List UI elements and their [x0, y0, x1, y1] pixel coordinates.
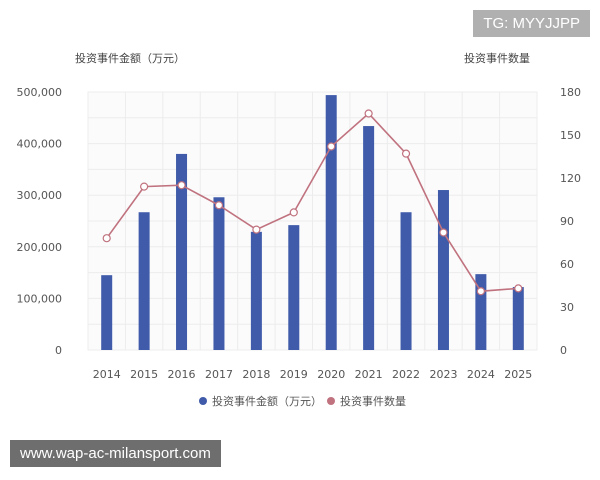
bar-2016 — [176, 153, 188, 350]
right-tick-label: 90 — [560, 215, 574, 228]
bar-2018 — [250, 231, 262, 350]
left-axis-title: 投资事件金额（万元） — [75, 51, 185, 65]
left-tick-label: 200,000 — [17, 241, 63, 254]
line-point-2017 — [214, 201, 224, 210]
line-point-2021 — [364, 109, 373, 118]
x-tick-label: 2017 — [205, 368, 233, 381]
x-tick-label: 2023 — [429, 368, 457, 381]
line-point-2016 — [177, 181, 186, 190]
x-tick-label: 2016 — [168, 368, 196, 381]
legend-line-label: 投资事件数量 — [340, 394, 406, 408]
right-tick-label: 180 — [560, 86, 581, 99]
right-tick-label: 60 — [560, 258, 574, 271]
bar-2022 — [400, 212, 412, 350]
right-tick-label: 150 — [560, 129, 581, 142]
x-tick-label: 2024 — [467, 368, 495, 381]
right-tick-label: 30 — [560, 301, 574, 314]
bar-2020 — [325, 95, 337, 350]
legend-bar-label: 投资事件金额（万元） — [212, 394, 322, 408]
line-point-2023 — [439, 228, 448, 237]
line-point-2019 — [289, 208, 298, 217]
x-tick-label: 2020 — [317, 368, 345, 381]
bar-2015 — [138, 212, 150, 350]
right-axis-title: 投资事件数量 — [464, 51, 530, 65]
line-point-2020 — [327, 142, 336, 151]
bar-2024 — [475, 274, 487, 350]
line-point-2014 — [102, 234, 111, 243]
line-point-2025 — [514, 284, 523, 293]
left-tick-label: 0 — [55, 344, 62, 357]
line-point-2018 — [252, 225, 261, 234]
x-tick-label: 2014 — [93, 368, 121, 381]
x-tick-label: 2015 — [130, 368, 158, 381]
legend-line-marker — [327, 397, 335, 405]
bar-2014 — [101, 275, 113, 350]
x-tick-label: 2022 — [392, 368, 420, 381]
left-tick-label: 400,000 — [17, 138, 63, 151]
right-tick-label: 120 — [560, 172, 581, 185]
x-tick-label: 2018 — [242, 368, 270, 381]
legend-bar-marker — [199, 397, 207, 405]
line-series — [106, 112, 519, 293]
left-tick-label: 500,000 — [17, 86, 63, 99]
bar-2023 — [437, 190, 449, 350]
x-tick-label: 2021 — [355, 368, 383, 381]
line-point-2024 — [476, 287, 485, 296]
bar-2025 — [512, 287, 524, 350]
x-tick-label: 2025 — [504, 368, 532, 381]
left-tick-label: 300,000 — [17, 189, 63, 202]
bar-2021 — [363, 126, 375, 350]
url-watermark: www.wap-ac-milansport.com — [10, 440, 221, 467]
line-point-2022 — [401, 149, 411, 158]
right-tick-label: 0 — [560, 344, 567, 357]
bar-2017 — [213, 197, 225, 350]
x-tick-label: 2019 — [280, 368, 308, 381]
bar-2019 — [288, 225, 300, 350]
left-tick-label: 100,000 — [17, 292, 63, 305]
line-point-2015 — [140, 182, 149, 191]
tg-watermark: TG: MYYJJPP — [473, 10, 590, 37]
